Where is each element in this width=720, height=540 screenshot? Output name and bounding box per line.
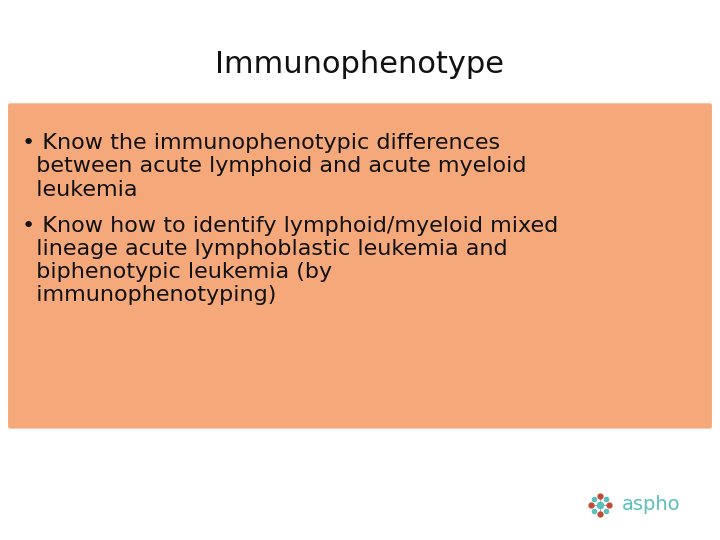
Text: • Know the immunophenotypic differences: • Know the immunophenotypic differences xyxy=(22,133,500,153)
Text: immunophenotyping): immunophenotyping) xyxy=(22,285,276,305)
Text: leukemia: leukemia xyxy=(22,180,138,200)
Text: Immunophenotype: Immunophenotype xyxy=(215,50,505,79)
Text: lineage acute lymphoblastic leukemia and: lineage acute lymphoblastic leukemia and xyxy=(22,239,508,259)
Text: • Know how to identify lymphoid/myeloid mixed: • Know how to identify lymphoid/myeloid … xyxy=(22,215,558,235)
Text: biphenotypic leukemia (by: biphenotypic leukemia (by xyxy=(22,262,332,282)
Text: between acute lymphoid and acute myeloid: between acute lymphoid and acute myeloid xyxy=(22,157,526,177)
FancyBboxPatch shape xyxy=(8,103,712,429)
Text: aspho: aspho xyxy=(622,496,680,515)
